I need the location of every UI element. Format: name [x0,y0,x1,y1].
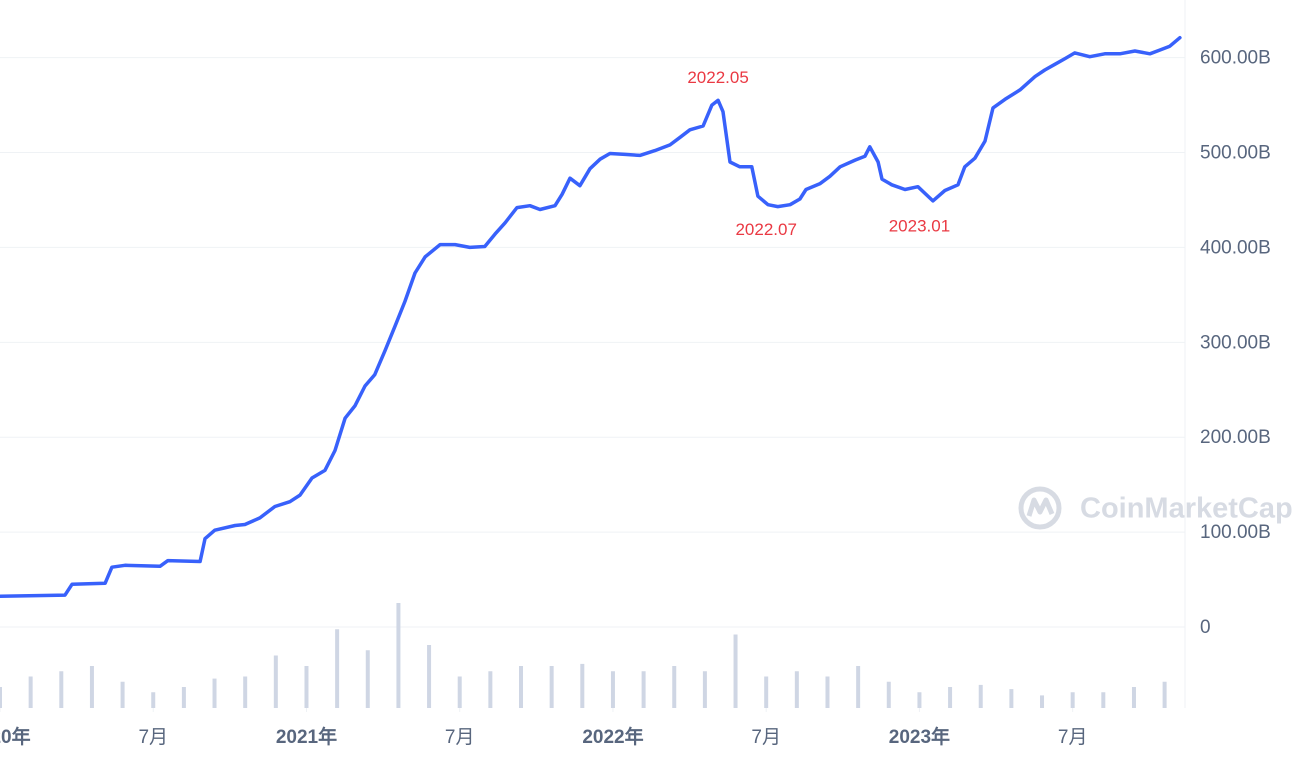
watermark: CoinMarketCap [1018,486,1293,530]
volume-bar [304,666,309,708]
y-tick-label: 200.00B [1200,427,1271,448]
annotation: 2023.01 [889,216,950,235]
volume-bar [427,645,432,708]
volume-bar [886,681,891,708]
volume-bar [488,671,493,708]
volume-bar [948,687,953,708]
watermark-text: CoinMarketCap [1080,493,1293,525]
x-tick-label: 7月 [1058,727,1088,748]
volume-bar [1131,687,1136,708]
volume-bar [212,678,217,708]
volume-bar [1009,689,1014,708]
volume-bar [733,634,738,708]
volume-bar [1040,695,1045,708]
y-tick-label: 500.00B [1200,143,1271,164]
y-tick-label: 600.00B [1200,48,1271,69]
volume-bar [89,666,94,708]
volume-bar [794,671,799,708]
annotation: 2022.05 [687,68,748,87]
volume-bar [917,692,922,708]
volume-bar [28,676,33,708]
volume-bar [978,684,983,708]
volume-bar [1070,692,1075,708]
grid [0,57,1185,628]
volume-bar [519,666,524,708]
volume-bar [396,603,401,708]
y-tick-label: 100.00B [1200,522,1271,543]
volume-bar [120,681,125,708]
volume-bars [0,603,1167,708]
volume-bar [702,671,707,708]
volume-bar [365,650,370,708]
watermark-logo-mark [1026,497,1055,517]
x-tick-label: 2022年 [582,725,643,748]
annotation: 2022.07 [735,220,796,239]
volume-bar [273,655,278,708]
volume-bar [610,671,615,708]
volume-bar [1162,681,1167,708]
x-tick-label: 7月 [138,727,168,748]
volume-bar [672,666,677,708]
volume-bar [181,687,186,708]
x-tick-label: 7月 [445,727,475,748]
y-tick-label: 400.00B [1200,237,1271,258]
x-tick-label: 2023年 [889,725,950,748]
volume-bar [457,676,462,708]
y-tick-label: 300.00B [1200,332,1271,353]
volume-bar [580,663,585,708]
y-tick-label: 0 [1200,617,1211,638]
volume-bar [335,629,340,708]
volume-bar [641,671,646,708]
volume-bar [59,671,64,708]
volume-bar [0,687,2,708]
x-tick-label: 2020年 [0,725,31,748]
x-tick-label: 2021年 [276,725,337,748]
volume-bar [151,692,156,708]
x-tick-label: 7月 [751,727,781,748]
volume-bar [856,666,861,708]
volume-bar [764,676,769,708]
volume-bar [1101,692,1106,708]
price-line [0,35,1182,598]
watermark-logo [1018,486,1062,530]
volume-bar [825,676,830,708]
volume-bar [243,676,248,708]
volume-bar [549,666,554,708]
